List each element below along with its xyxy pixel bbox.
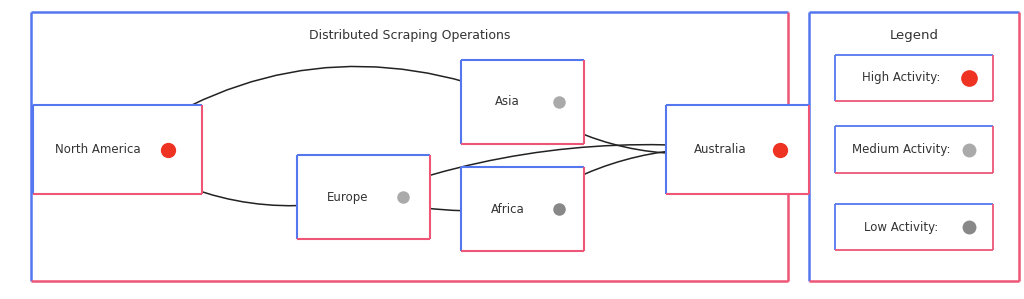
Text: Australia: Australia [694,143,746,156]
Bar [835,126,993,173]
FancyArrowPatch shape [120,151,360,206]
Bar [809,12,1019,281]
Text: Africa: Africa [490,203,524,216]
Bar [33,105,203,194]
Text: Distributed Scraping Operations: Distributed Scraping Operations [309,29,510,42]
FancyArrowPatch shape [367,198,519,211]
FancyArrowPatch shape [524,103,734,154]
Text: High Activity:: High Activity: [862,71,940,84]
Text: Low Activity:: Low Activity: [864,221,938,234]
Text: Legend: Legend [890,29,938,42]
FancyArrowPatch shape [367,145,734,196]
Bar [461,167,584,251]
Bar [461,60,584,144]
Bar [31,12,788,281]
Bar [297,155,430,239]
Bar [666,105,809,194]
Bar [835,54,993,101]
Text: Europe: Europe [327,191,369,204]
FancyArrowPatch shape [120,66,519,148]
Text: Medium Activity:: Medium Activity: [852,143,950,156]
Text: Asia: Asia [496,95,520,108]
FancyArrowPatch shape [524,149,734,208]
Bar [835,204,993,251]
Text: North America: North America [54,143,140,156]
